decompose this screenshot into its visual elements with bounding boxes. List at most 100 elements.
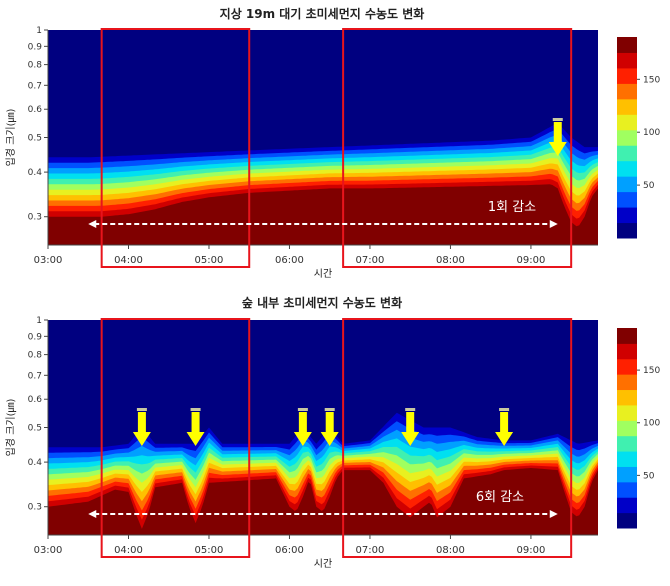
span-arrowhead-left [88,510,97,518]
colorbar-tick-label: 100 [643,419,660,429]
y-tick-label: 0.4 [28,168,43,178]
colorbar-segment [617,114,637,131]
colorbar-segment [617,466,637,483]
heatmap-area [48,320,598,535]
x-tick-label: 04:00 [114,255,143,266]
colorbar-tick-label: 100 [643,128,660,138]
colorbar-segment [617,420,637,437]
colorbar-tick-label: 50 [643,181,655,191]
heatmap-band [48,184,598,245]
x-tick-label: 09:00 [517,545,546,556]
colorbar-segment [617,497,637,514]
decrease-arrow [186,408,205,446]
x-tick-label: 07:00 [356,255,385,266]
colorbar-segment [617,207,637,224]
y-axis: 0.3 0.4 0.5 0.6 0.7 0.8 0.9 1 [28,316,49,535]
x-axis-label: 시간 [314,558,332,570]
colorbar-segment [617,358,637,375]
y-tick-label: 0.9 [28,332,43,342]
x-tick-label: 08:00 [436,545,465,556]
colorbar-segment [617,222,637,239]
decrease-arrow [132,408,151,446]
decrease-arrows [132,408,514,446]
y-tick-label: 0.8 [28,61,43,71]
decrease-arrow [401,408,420,446]
decrease-arrow [548,118,567,156]
highlight-boxes [100,28,573,268]
chart-title: 숲 내부 초미세먼지 수농도 변화 [242,295,402,310]
y-tick-label: 1 [36,316,42,326]
x-axis: 03:00 04:00 05:00 06:00 07:00 08:00 09:00 [34,534,598,556]
span-arrowhead-right [549,220,558,228]
highlight-box [100,318,251,558]
decrease-arrows [548,118,567,156]
colorbar-segment [617,328,637,344]
x-tick-label: 05:00 [195,255,224,266]
colorbar-segment [617,176,637,193]
colorbar-segment [617,52,637,69]
highlight-box [342,28,573,268]
heatmap-area [48,30,598,245]
colorbar-segment [617,435,637,452]
y-axis: 0.3 0.4 0.5 0.6 0.7 0.8 0.9 1 [28,26,49,245]
x-tick-label: 08:00 [436,255,465,266]
y-axis-label: 입경 크기(㎛) [4,109,17,167]
x-tick-label: 09:00 [517,255,546,266]
decrease-annotation: 6회 감소 [476,490,524,505]
chart-panel-forest: 숲 내부 초미세먼지 수농도 변화 0.3 0.4 0.5 0.6 0.7 0.8 0.9 1… [4,295,660,570]
y-tick-label: 0.3 [28,213,42,223]
colorbar-segment [617,145,637,162]
x-tick-label: 06:00 [275,545,304,556]
x-tick-label: 07:00 [356,545,385,556]
span-arrowhead-right [549,510,558,518]
y-tick-label: 0.4 [28,458,43,468]
colorbar-segment [617,451,637,467]
time-span-arrow [88,220,558,228]
span-arrowhead-left [88,220,97,228]
highlight-boxes [100,318,573,558]
colorbar-segment [617,83,637,100]
x-axis: 03:00 04:00 05:00 06:00 07:00 08:00 09:00 [34,244,598,266]
x-tick-label: 05:00 [195,545,224,556]
colorbar: 50 100 150 [617,328,660,529]
x-tick-label: 06:00 [275,255,304,266]
colorbar-segment [617,404,637,421]
colorbar-tick-label: 150 [643,366,660,376]
colorbar: 50 100 150 [617,37,660,239]
colorbar-segment [617,374,637,391]
y-axis-label: 입경 크기(㎛) [4,399,17,457]
colorbar-segment [617,191,637,208]
y-tick-label: 0.6 [28,105,43,115]
y-tick-label: 0.7 [28,81,42,91]
decrease-arrow [320,408,339,446]
y-tick-label: 0.7 [28,371,42,381]
colorbar-segment [617,67,637,84]
colorbar-segment [617,512,637,529]
highlight-box [342,318,573,558]
decrease-arrow [293,408,312,446]
chart-title: 지상 19m 대기 초미세먼지 수농도 변화 [220,6,425,21]
decrease-arrow [495,408,514,446]
x-axis-label: 시간 [314,268,332,280]
y-tick-label: 0.3 [28,503,42,513]
time-span-arrow [88,510,558,518]
y-tick-label: 0.5 [28,424,42,434]
colorbar-segment [617,343,637,360]
colorbar-segment [617,129,637,146]
y-tick-label: 0.8 [28,351,43,361]
heatmap-band [48,468,598,535]
y-tick-label: 0.5 [28,134,42,144]
x-tick-label: 03:00 [34,545,63,556]
decrease-annotation: 1회 감소 [488,200,536,215]
y-tick-label: 0.6 [28,395,43,405]
y-tick-label: 1 [36,26,42,36]
x-tick-label: 04:00 [114,545,143,556]
highlight-box [100,28,251,268]
colorbar-segment [617,389,637,406]
colorbar-segment [617,481,637,498]
y-tick-label: 0.9 [28,42,43,52]
colorbar-segment [617,98,637,115]
colorbar-tick-label: 50 [643,471,655,481]
chart-panel-ground: 지상 19m 대기 초미세먼지 수농도 변화 0.30.40.50.60.70.… [4,6,660,280]
